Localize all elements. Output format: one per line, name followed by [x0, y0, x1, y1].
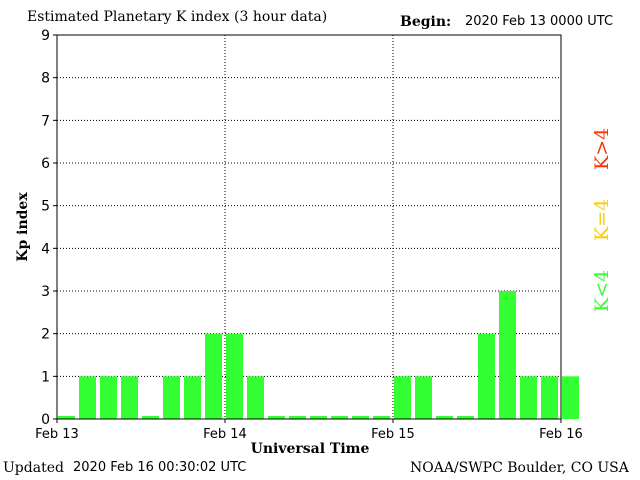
x-tick-label: Feb 14: [203, 427, 247, 442]
y-tick-label: 6: [41, 156, 50, 172]
y-tick-label: 1: [41, 369, 50, 385]
y-tick-label: 7: [41, 113, 50, 129]
bar: [541, 376, 558, 419]
bar: [457, 416, 474, 419]
bar: [394, 376, 411, 419]
x-tick-label: Feb 16: [539, 427, 583, 442]
bar: [499, 291, 516, 419]
bar: [373, 416, 390, 419]
bar: [289, 416, 306, 419]
bar: [247, 376, 264, 419]
y-tick-label: 5: [41, 199, 50, 215]
bar: [415, 376, 432, 419]
legend-k-below-4: K<4: [591, 269, 613, 312]
y-tick-label: 3: [41, 284, 50, 300]
legend-k-equal-4: K=4: [591, 198, 613, 241]
begin-value: 2020 Feb 13 0000 UTC: [465, 14, 614, 29]
y-axis-label: Kp index: [15, 192, 31, 262]
credit-text: NOAA/SWPC Boulder, CO USA: [410, 460, 629, 476]
bar: [226, 333, 243, 419]
bar: [184, 376, 201, 419]
bar: [142, 416, 159, 419]
bar: [79, 376, 96, 419]
bar: [520, 376, 537, 419]
bar: [163, 376, 180, 419]
updated-label: Updated: [3, 460, 64, 476]
bar: [100, 376, 117, 419]
bar: [331, 416, 348, 419]
chart-title: Estimated Planetary K index (3 hour data…: [27, 9, 328, 25]
y-tick-label: 9: [41, 28, 50, 44]
bar: [478, 333, 495, 419]
bar: [121, 376, 138, 419]
bar: [352, 416, 369, 419]
bar: [268, 416, 285, 419]
bar: [205, 333, 222, 419]
bar: [562, 376, 579, 419]
y-tick-label: 2: [41, 327, 50, 343]
y-tick-label: 4: [41, 241, 50, 257]
y-tick-label: 8: [41, 71, 50, 87]
bar: [310, 416, 327, 419]
updated-value: 2020 Feb 16 00:30:02 UTC: [73, 460, 247, 475]
bar: [436, 416, 453, 419]
begin-label: Begin:: [400, 14, 452, 30]
x-axis-label: Universal Time: [251, 441, 370, 457]
x-tick-label: Feb 13: [35, 427, 79, 442]
x-tick-label: Feb 15: [371, 427, 415, 442]
bar: [58, 416, 75, 419]
plot-frame: [56, 34, 562, 420]
y-tick-label: 0: [41, 412, 50, 428]
legend-k-above-4: K>4: [591, 127, 613, 170]
